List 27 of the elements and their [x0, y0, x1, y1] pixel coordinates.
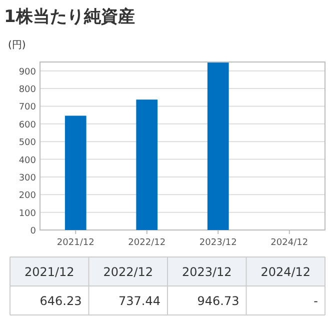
chart-title: 1株当たり純資産 — [4, 7, 135, 27]
x-tick-label: 2023/12 — [199, 238, 237, 248]
y-tick-label: 900 — [18, 67, 36, 78]
bar — [64, 116, 86, 230]
category-label: 2023/12 — [182, 265, 232, 279]
y-tick-label: 700 — [18, 102, 36, 113]
data-label: 646.23 — [40, 294, 82, 308]
y-tick-label: 200 — [18, 191, 36, 202]
text: - — [314, 294, 318, 308]
x-tick-label: 2021/12 — [56, 238, 94, 248]
data-label: 737.44 — [118, 294, 160, 308]
y-tick-label: 300 — [18, 173, 36, 184]
data-label: 946.73 — [197, 294, 240, 308]
y-tick-label: 0 — [30, 226, 36, 236]
y-tick-label: 500 — [18, 138, 36, 148]
x-tick-label: 2024/12 — [270, 238, 308, 248]
y-tick-label: 600 — [18, 120, 36, 130]
x-tick-label: 2022/12 — [128, 238, 166, 248]
y-tick-label: 800 — [18, 85, 36, 96]
category-label: 2022/12 — [103, 265, 154, 279]
y-tick-label: 100 — [18, 208, 36, 219]
bar — [136, 100, 158, 230]
category-label: 2021/12 — [24, 265, 74, 279]
bar — [207, 62, 229, 230]
y-tick-label: 400 — [18, 156, 36, 166]
y-axis-title: (円) — [8, 40, 26, 51]
category-label: 2024/12 — [260, 265, 311, 279]
